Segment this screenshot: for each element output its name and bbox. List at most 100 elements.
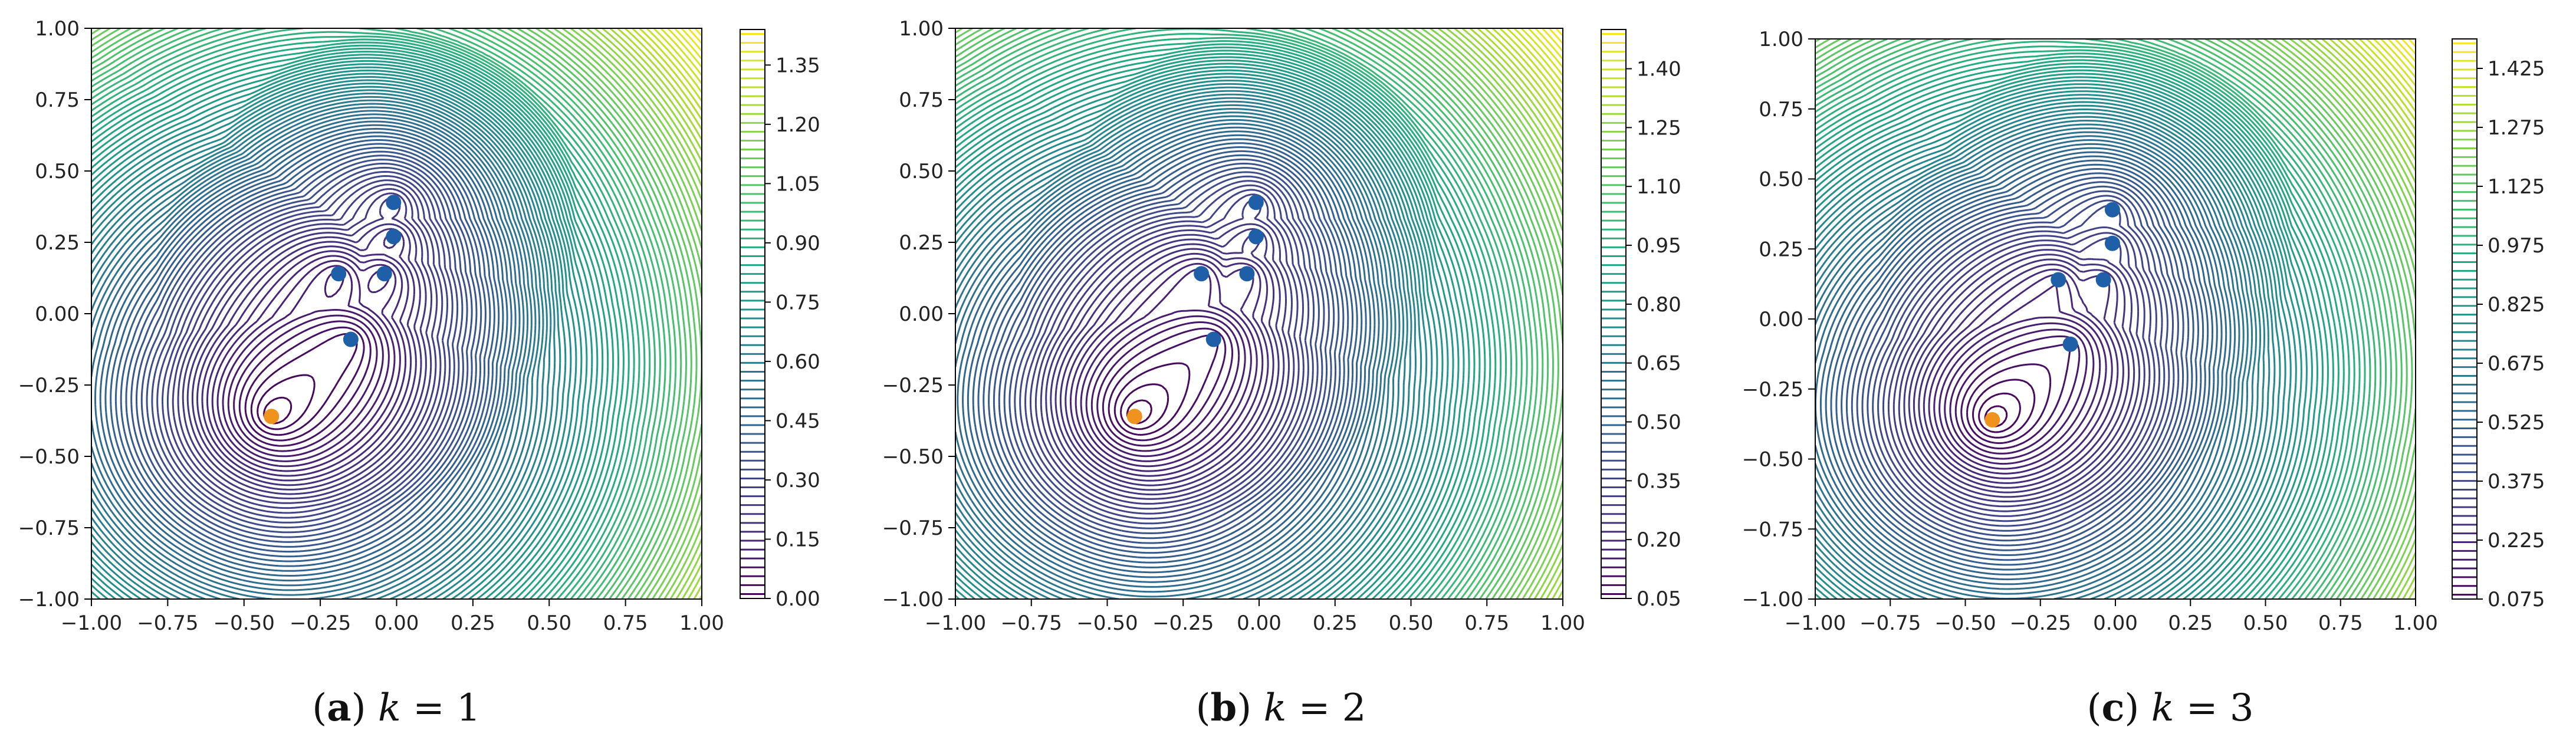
contour-line — [91, 28, 656, 599]
contour-line — [91, 76, 572, 599]
contour-line — [1856, 181, 2184, 547]
contour-line — [1908, 254, 2135, 498]
contour-line — [955, 126, 1376, 588]
x-tick-label: 0.75 — [1464, 611, 1509, 635]
blue-point — [376, 266, 392, 282]
contour-plot-a — [91, 28, 702, 599]
y-tick-label: −1.00 — [1742, 588, 1803, 611]
contour-line — [196, 228, 417, 486]
contour-line — [955, 28, 1549, 599]
contour-line — [955, 83, 1428, 599]
contour-line — [114, 139, 495, 562]
colorbar-tick-label: 1.275 — [2488, 116, 2545, 140]
contour-line — [1960, 343, 2071, 450]
contour-line — [955, 123, 1380, 593]
x-tick-label: 0.00 — [1237, 611, 1282, 635]
colorbar-tick-label: 0.975 — [2488, 234, 2545, 258]
contour-line — [1877, 199, 2166, 527]
contour-line — [1815, 90, 2292, 599]
contour-line — [1412, 28, 1563, 599]
contour-line — [1815, 39, 2382, 599]
contour-line — [1499, 28, 1563, 103]
contour-line — [91, 89, 552, 599]
contour-line — [166, 179, 448, 514]
y-tick-label: −0.50 — [18, 445, 80, 469]
contour-line — [120, 143, 491, 558]
contour-line — [233, 314, 378, 452]
y-tick-label: −0.75 — [882, 517, 944, 540]
contour-line — [177, 188, 438, 504]
colorbar-tick-label: 1.35 — [776, 54, 820, 77]
blue-point — [2095, 272, 2111, 288]
x-tick-label: −0.75 — [1001, 611, 1062, 635]
contour-line — [955, 66, 1454, 599]
contour-line — [91, 99, 540, 599]
contour-line — [182, 192, 433, 499]
contour-line — [1815, 104, 2271, 599]
contour-plot-c — [1815, 39, 2416, 599]
contour-line — [91, 103, 537, 599]
contour-line — [1815, 112, 2262, 599]
x-tick-label: 1.00 — [679, 611, 724, 635]
contour-line — [1008, 171, 1325, 534]
x-tick-label: −0.50 — [1076, 611, 1138, 635]
contour-line — [1014, 175, 1320, 529]
blue-point — [386, 195, 402, 210]
colorbar-tick-label: 1.20 — [776, 113, 820, 137]
contour-line — [1445, 28, 1563, 599]
contour-line — [1872, 195, 2170, 532]
y-tick-label: −0.25 — [1742, 378, 1803, 402]
x-tick-label: −0.50 — [213, 611, 275, 635]
contour-line — [955, 100, 1405, 599]
contour-line — [1815, 39, 2416, 599]
contour-line — [1120, 383, 1169, 430]
contour-line — [653, 28, 702, 84]
contour-line — [140, 159, 473, 538]
contour-line — [955, 46, 1486, 599]
contour-line — [955, 28, 1563, 599]
colorbar-tick-label: 0.30 — [776, 469, 820, 492]
contour-line — [91, 96, 544, 599]
contour-line — [1113, 362, 1191, 436]
y-tick-label: 0.25 — [899, 231, 944, 255]
y-tick-label: 0.00 — [899, 302, 944, 326]
colorbar-tick-label: 0.825 — [2488, 293, 2545, 317]
caption-a: (a) k = 1 — [312, 686, 481, 730]
contour-line — [1928, 274, 2113, 479]
colorbar-tick-label: 1.05 — [776, 172, 820, 196]
contour-line — [1815, 94, 2286, 599]
contour-line — [1815, 45, 2361, 599]
y-tick-label: 0.25 — [35, 231, 80, 255]
contour-line — [998, 162, 1335, 544]
contour-line — [1815, 116, 2258, 599]
contour-line — [955, 40, 1497, 599]
contour-line — [1815, 59, 2340, 599]
contour-line — [955, 119, 1384, 598]
colorbar-tick-label: 1.125 — [2488, 175, 2545, 199]
y-tick-label: 0.50 — [35, 160, 80, 183]
x-tick-label: −1.00 — [1785, 611, 1846, 635]
x-tick-label: 0.25 — [1313, 611, 1358, 635]
contour-line — [91, 31, 646, 599]
contour-line — [2408, 39, 2416, 47]
contour-line — [955, 90, 1417, 599]
contour-line — [1815, 39, 2416, 599]
contour-line — [1090, 315, 1240, 458]
contour-line — [955, 28, 1533, 599]
contour-line — [1019, 180, 1315, 525]
x-tick-label: 0.50 — [2243, 611, 2288, 635]
contour-line — [1548, 28, 1563, 44]
contour-line — [1851, 176, 2190, 551]
colorbar-tick-label: 0.525 — [2488, 411, 2545, 435]
contour-line — [91, 28, 687, 599]
contour-line — [91, 63, 593, 599]
contour-line — [2380, 39, 2416, 78]
colorbar-b: 0.05 0.20 0.35 0.50 0.65 0.80 0.95 1.10 1.25 1.40 — [1601, 29, 1681, 611]
contour-line — [617, 28, 702, 599]
contour-line — [1108, 334, 1219, 442]
colorbar-tick-label: 1.40 — [1637, 58, 1681, 81]
y-tick-label: 0.75 — [35, 88, 80, 112]
colorbar-frame — [1601, 29, 1627, 599]
contour-line — [955, 32, 1507, 599]
y-tick-label: −0.25 — [882, 374, 944, 397]
